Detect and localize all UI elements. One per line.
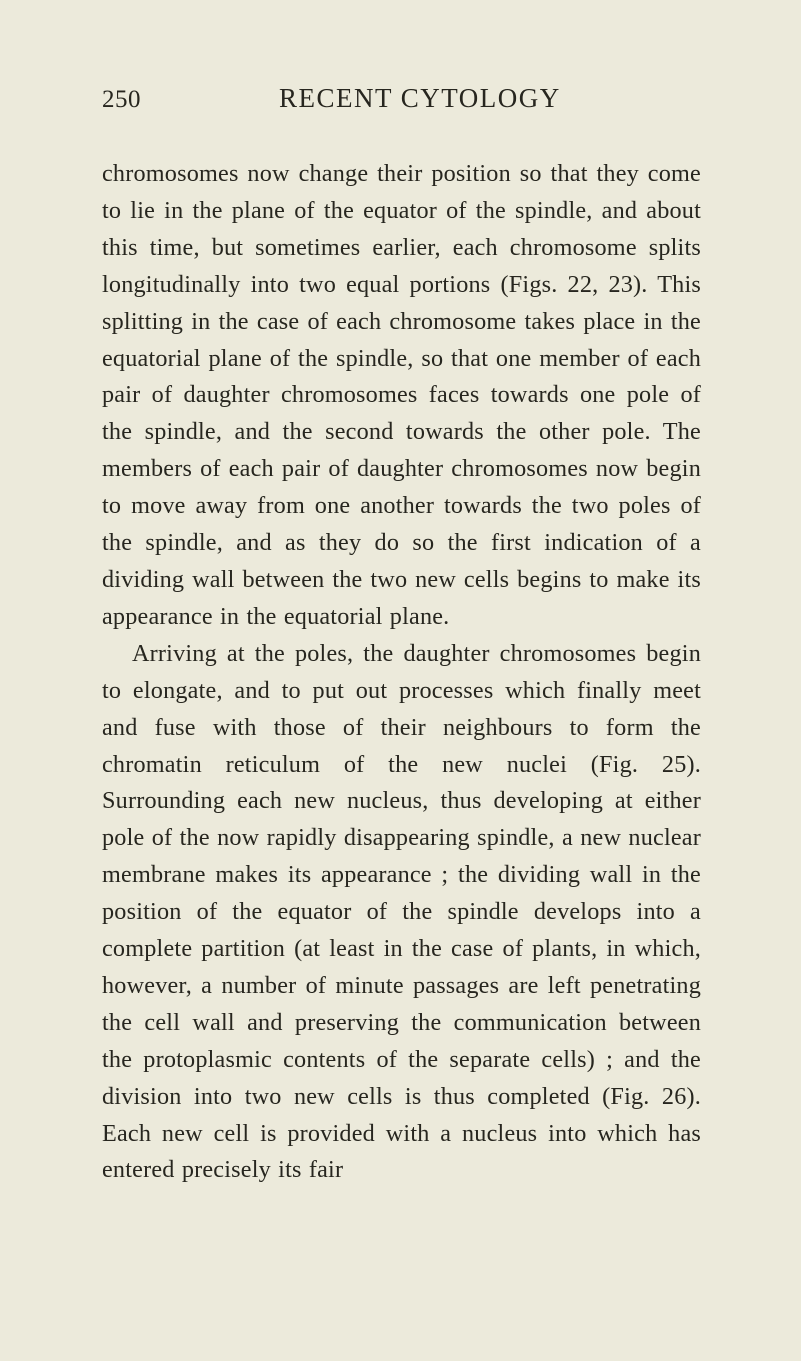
paragraph: Arriving at the poles, the daughter chro…: [102, 636, 701, 1190]
book-page: 250 RECENT CYTOLOGY chromosomes now chan…: [0, 0, 801, 1361]
body-text: chromosomes now change their position so…: [102, 156, 701, 1189]
page-number: 250: [102, 86, 141, 114]
paragraph: chromosomes now change their position so…: [102, 156, 701, 636]
page-header: 250 RECENT CYTOLOGY: [102, 83, 701, 114]
chapter-title: RECENT CYTOLOGY: [279, 83, 561, 114]
